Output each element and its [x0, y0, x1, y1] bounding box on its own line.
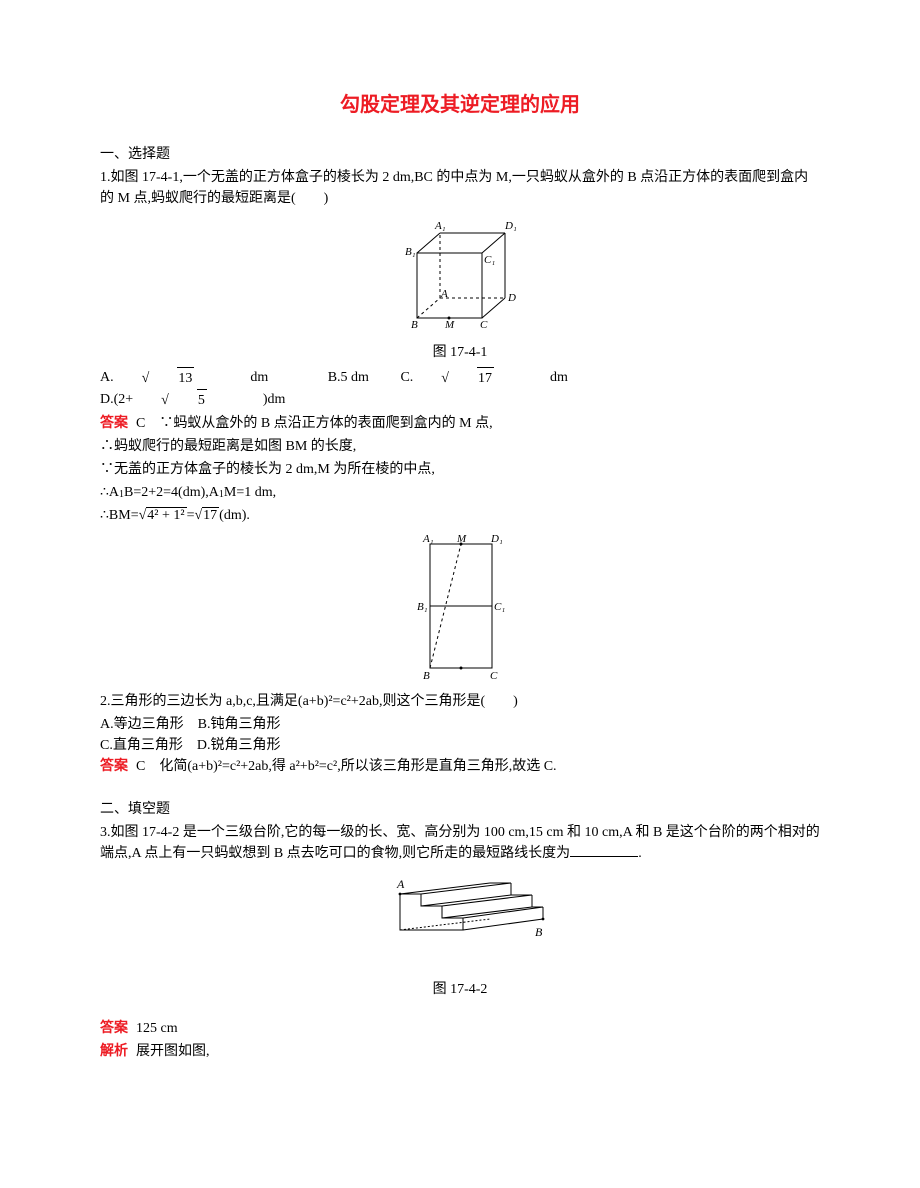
svg-text:A: A — [440, 288, 448, 300]
question-1-text: 1.如图 17-4-1,一个无盖的正方体盒子的棱长为 2 dm,BC 的中点为 … — [100, 167, 820, 209]
answer-label: 答案 — [100, 1021, 128, 1036]
q1-soln-1: ∴蚂蚁爬行的最短距离是如图 BM 的长度, — [100, 436, 820, 457]
question-2-text: 2.三角形的三边长为 a,b,c,且满足(a+b)²=c²+2ab,则这个三角形… — [100, 691, 820, 712]
q3-explain-line: 解析展开图如图, — [100, 1041, 820, 1062]
svg-text:A₁: A₁ — [422, 533, 434, 545]
question-2-options-row2: C.直角三角形 D.锐角三角形 — [100, 735, 820, 756]
svg-text:B₁: B₁ — [417, 601, 428, 613]
question-2-options-row1: A.等边三角形 B.钝角三角形 — [100, 714, 820, 735]
figure-1-unfold: A₁ M D₁ B₁ C₁ B C — [100, 532, 820, 689]
question-3-text: 3.如图 17-4-2 是一个三级台阶,它的每一级的长、宽、高分别为 100 c… — [100, 822, 820, 864]
figure-2-stair: A B — [100, 870, 820, 977]
q2-option-c: C.直角三角形 — [100, 738, 183, 753]
svg-text:A₁: A₁ — [434, 220, 446, 232]
figure-2-caption: 图 17-4-2 — [100, 979, 820, 1000]
q1-soln-4: ∴BM=√4² + 1²=√17(dm). — [100, 505, 820, 526]
fill-blank — [570, 843, 638, 857]
svg-text:C₁: C₁ — [484, 254, 495, 266]
svg-text:B: B — [411, 319, 418, 331]
svg-text:D₁: D₁ — [490, 533, 503, 545]
explain-label: 解析 — [100, 1044, 128, 1059]
question-1-options: A.√13 dm B.5 dm C.√17 dm D.(2+√5)dm — [100, 367, 820, 411]
svg-text:D₁: D₁ — [504, 220, 517, 232]
svg-text:D: D — [507, 292, 516, 304]
svg-text:M: M — [444, 319, 455, 331]
svg-text:B: B — [423, 670, 430, 682]
q1-answer-line: 答案C ∵蚂蚁从盒外的 B 点沿正方体的表面爬到盒内的 M 点, — [100, 413, 820, 434]
figure-1-cube: A₁ D₁ B₁ C₁ A D B M C — [100, 215, 820, 340]
answer-label: 答案 — [100, 759, 128, 774]
option-d: D.(2+√5)dm — [100, 389, 313, 411]
svg-text:C₁: C₁ — [494, 601, 505, 613]
section-2-heading: 二、填空题 — [100, 799, 820, 820]
q2-answer-line: 答案C 化简(a+b)²=c²+2ab,得 a²+b²=c²,所以该三角形是直角… — [100, 756, 820, 777]
answer-label: 答案 — [100, 416, 128, 431]
svg-text:B₁: B₁ — [405, 246, 416, 258]
option-a: A.√13 dm — [100, 367, 296, 389]
svg-text:A: A — [396, 877, 405, 891]
q3-answer-line: 答案125 cm — [100, 1018, 820, 1039]
page-title: 勾股定理及其逆定理的应用 — [100, 90, 820, 120]
svg-text:C: C — [490, 670, 498, 682]
svg-text:C: C — [480, 319, 488, 331]
q2-option-a: A.等边三角形 — [100, 717, 184, 732]
q2-option-d: D.锐角三角形 — [197, 738, 281, 753]
option-c: C.√17 dm — [400, 367, 595, 389]
q1-soln-2: ∵无盖的正方体盒子的棱长为 2 dm,M 为所在棱的中点, — [100, 459, 820, 480]
q2-option-b: B.钝角三角形 — [198, 717, 281, 732]
q1-soln-3: ∴A1B=2+2=4(dm),A1M=1 dm, — [100, 482, 820, 503]
svg-text:B: B — [535, 925, 543, 939]
figure-1-caption: 图 17-4-1 — [100, 342, 820, 363]
option-b: B.5 dm — [328, 367, 369, 388]
section-1-heading: 一、选择题 — [100, 144, 820, 165]
